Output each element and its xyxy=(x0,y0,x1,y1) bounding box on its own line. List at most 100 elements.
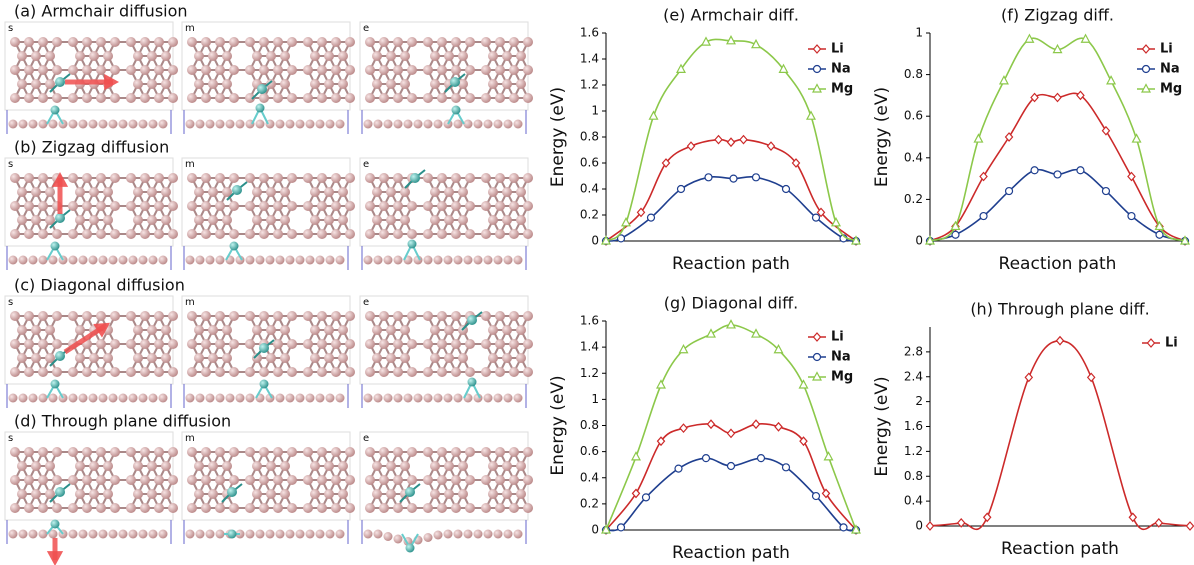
marker xyxy=(703,455,710,462)
atom xyxy=(504,530,513,539)
structure-frame: s xyxy=(5,432,178,544)
atom xyxy=(69,120,78,129)
panel-title: (c) Diagonal diffusion xyxy=(14,276,185,295)
atom xyxy=(19,120,28,129)
atom xyxy=(68,173,78,183)
atom xyxy=(168,503,178,513)
atom xyxy=(99,394,108,403)
atom xyxy=(430,489,440,499)
ion xyxy=(55,487,65,497)
atom xyxy=(430,325,440,335)
atom xyxy=(458,51,468,61)
y-tick-label: 1 xyxy=(591,392,599,406)
atom xyxy=(324,461,334,471)
panel-title: (a) Armchair diffusion xyxy=(14,2,188,21)
marker xyxy=(813,493,820,500)
atom xyxy=(317,173,327,183)
atom xyxy=(140,367,150,377)
atom xyxy=(386,353,396,363)
atom xyxy=(454,256,463,265)
atom xyxy=(31,215,41,225)
atom xyxy=(407,311,417,321)
atom xyxy=(82,229,92,239)
ion xyxy=(452,106,461,115)
atom xyxy=(509,93,519,103)
legend-marker xyxy=(814,45,821,53)
ion xyxy=(406,544,415,553)
atom xyxy=(364,256,373,265)
atom xyxy=(365,37,375,47)
atom xyxy=(317,475,327,485)
atom xyxy=(133,187,143,197)
atom xyxy=(110,503,120,513)
atom xyxy=(194,187,204,197)
frame-label: m xyxy=(185,433,195,444)
y-axis-label: Energy (eV) xyxy=(872,87,892,187)
atom xyxy=(161,51,171,61)
atom xyxy=(504,256,513,265)
marker xyxy=(783,464,790,471)
atom xyxy=(206,530,215,539)
atom xyxy=(324,79,334,89)
atom xyxy=(394,120,403,129)
marker xyxy=(678,186,685,193)
y-tick-label: 1.6 xyxy=(904,419,923,433)
atom xyxy=(423,93,433,103)
atom xyxy=(52,475,62,485)
chart-title: (g) Diagonal diff. xyxy=(664,294,798,313)
atom xyxy=(245,229,255,239)
y-axis-label: Energy (eV) xyxy=(872,376,892,476)
atom xyxy=(345,173,355,183)
atom xyxy=(103,215,113,225)
atom xyxy=(365,93,375,103)
atom xyxy=(372,325,382,335)
atom xyxy=(306,120,315,129)
frame-label: m xyxy=(185,297,195,308)
atom xyxy=(89,256,98,265)
atom xyxy=(229,447,239,457)
atom xyxy=(168,367,178,377)
atom xyxy=(89,353,99,363)
atom xyxy=(502,51,512,61)
atom xyxy=(465,367,475,377)
atom xyxy=(407,475,417,485)
atom xyxy=(495,475,505,485)
ion xyxy=(260,380,269,389)
atom xyxy=(75,489,85,499)
y-tick-label: 1.6 xyxy=(580,314,599,328)
atom xyxy=(109,530,118,539)
atom xyxy=(75,187,85,197)
marker xyxy=(984,513,991,521)
legend-label: Li xyxy=(831,42,844,57)
atom xyxy=(451,339,461,349)
atom xyxy=(451,173,461,183)
atom xyxy=(52,37,62,47)
atom xyxy=(252,215,262,225)
atom xyxy=(514,120,523,129)
atom xyxy=(252,187,262,197)
atom xyxy=(215,503,225,513)
atom xyxy=(9,394,18,403)
atom xyxy=(147,325,157,335)
y-tick-label: 1.4 xyxy=(580,52,599,66)
atom xyxy=(245,37,255,47)
atom xyxy=(273,65,283,75)
atom xyxy=(119,256,128,265)
atom xyxy=(494,530,503,539)
atom xyxy=(296,256,305,265)
atom xyxy=(514,530,523,539)
atom xyxy=(345,201,355,211)
atom xyxy=(424,394,433,403)
legend-marker xyxy=(1143,66,1150,73)
atom xyxy=(236,120,245,129)
atom xyxy=(365,447,375,457)
marker xyxy=(705,174,712,181)
atom xyxy=(38,475,48,485)
marker xyxy=(618,524,625,531)
atom xyxy=(484,256,493,265)
atom xyxy=(19,256,28,265)
atom xyxy=(245,65,255,75)
atom xyxy=(119,120,128,129)
atom xyxy=(316,120,325,129)
atom xyxy=(19,530,28,539)
